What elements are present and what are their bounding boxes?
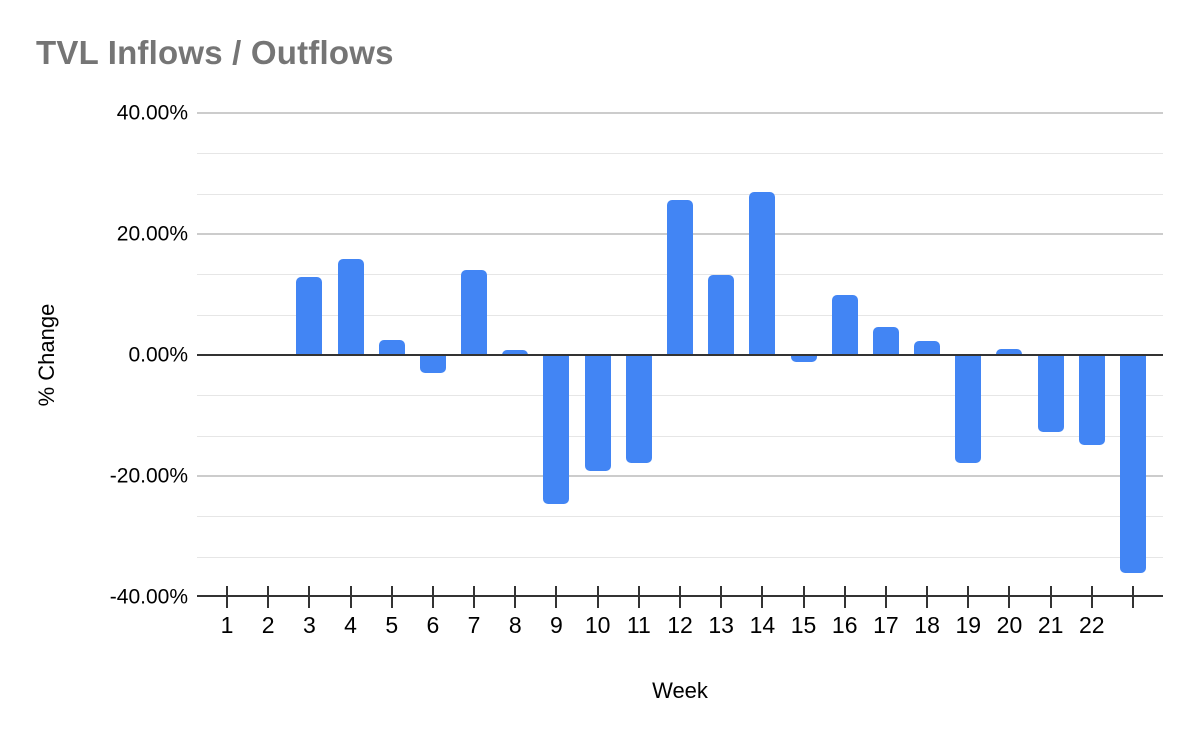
bar-week-4[interactable] <box>337 258 364 355</box>
x-axis-tick <box>679 586 681 608</box>
x-axis-tick <box>596 586 599 608</box>
x-tick-label: 10 <box>584 612 611 638</box>
x-tick-label: 18 <box>914 612 940 638</box>
x-tick-label: 14 <box>749 612 776 638</box>
minor-gridline <box>197 516 1163 518</box>
x-tick-label: 8 <box>508 612 522 638</box>
major-gridline <box>197 475 1163 477</box>
x-axis-tick <box>514 586 517 608</box>
bar-week-18[interactable] <box>914 341 941 355</box>
bar-week-8[interactable] <box>502 350 529 355</box>
x-tick-label: 4 <box>344 612 357 638</box>
bar-week-5[interactable] <box>378 339 405 355</box>
x-tick-label: 5 <box>385 612 399 638</box>
y-tick-label: -20.00% <box>109 464 188 488</box>
x-tick-label: 20 <box>996 612 1023 638</box>
x-tick-label: 1 <box>220 612 234 638</box>
bar-week-7[interactable] <box>461 270 488 355</box>
x-axis-tick <box>1132 586 1134 608</box>
x-axis-tick <box>720 586 723 608</box>
x-tick-label: 19 <box>955 612 982 638</box>
minor-gridline <box>197 193 1163 195</box>
bar-week-23[interactable] <box>1120 355 1146 573</box>
bar-week-6[interactable] <box>419 355 446 374</box>
y-tick-label: -40.00% <box>109 585 188 609</box>
x-axis-tick <box>390 586 393 608</box>
bar-week-19[interactable] <box>955 355 982 463</box>
x-axis-tick <box>1090 586 1093 608</box>
x-tick-label: 17 <box>873 612 899 638</box>
minor-gridline <box>197 395 1163 397</box>
x-tick-label: 16 <box>831 612 858 638</box>
chart-title: TVL Inflows / Outflows <box>36 34 394 71</box>
x-axis-tick <box>349 586 352 608</box>
x-axis-tick <box>226 586 228 608</box>
minor-gridline <box>197 153 1163 155</box>
x-tick-label: 7 <box>467 612 481 638</box>
bar-week-9[interactable] <box>543 355 570 504</box>
zero-axis-line <box>197 354 1163 356</box>
bar-week-21[interactable] <box>1037 355 1064 433</box>
x-tick-label: 15 <box>790 612 817 638</box>
bar-week-10[interactable] <box>584 355 611 471</box>
x-axis-tick <box>637 586 640 608</box>
y-axis-title: % Change <box>34 303 59 407</box>
bar-week-3[interactable] <box>296 276 323 355</box>
bar-week-16[interactable] <box>831 295 858 355</box>
x-axis-tick <box>967 586 970 608</box>
bar-week-15[interactable] <box>790 355 817 362</box>
y-tick-label: 40.00% <box>116 101 188 125</box>
bar-week-12[interactable] <box>667 200 693 355</box>
x-axis-tick <box>555 586 558 608</box>
x-tick-label: 22 <box>1079 612 1105 638</box>
x-tick-label: 2 <box>261 612 275 638</box>
x-axis-tick <box>473 586 476 608</box>
major-gridline <box>197 112 1163 114</box>
bar-week-22[interactable] <box>1078 355 1105 446</box>
x-axis-title: Week <box>652 678 708 703</box>
minor-gridline <box>197 435 1163 437</box>
x-tick-label: 11 <box>626 612 651 638</box>
bar-week-20[interactable] <box>996 348 1023 355</box>
x-tick-label: 12 <box>667 612 693 638</box>
x-axis-tick <box>1008 586 1011 608</box>
bar-week-11[interactable] <box>625 355 652 463</box>
x-tick-label: 3 <box>302 612 316 638</box>
y-tick-label: 0.00% <box>128 343 188 367</box>
y-tick-label: 20.00% <box>116 222 188 246</box>
x-axis-tick <box>926 586 929 608</box>
x-axis-tick <box>761 586 764 608</box>
x-axis-tick <box>802 586 805 608</box>
x-tick-label: 6 <box>426 612 440 638</box>
minor-gridline <box>197 556 1163 558</box>
bar-week-17[interactable] <box>872 327 899 355</box>
bar-week-13[interactable] <box>708 274 735 355</box>
x-axis-tick <box>843 586 846 608</box>
bar-week-14[interactable] <box>749 192 776 355</box>
x-axis-tick <box>884 586 887 608</box>
x-axis-tick <box>431 586 434 608</box>
x-tick-label: 9 <box>550 612 563 638</box>
x-axis-tick <box>308 586 311 608</box>
x-axis-tick <box>267 586 270 608</box>
x-tick-label: 21 <box>1037 612 1064 638</box>
x-axis-tick <box>1049 586 1052 608</box>
plot-area <box>197 112 1163 608</box>
x-tick-label: 13 <box>708 612 734 638</box>
